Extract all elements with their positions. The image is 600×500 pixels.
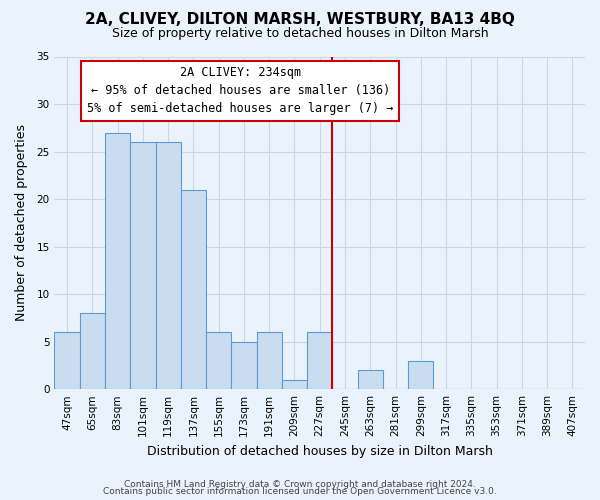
- Bar: [408, 360, 433, 389]
- Y-axis label: Number of detached properties: Number of detached properties: [15, 124, 28, 322]
- Bar: [257, 332, 282, 389]
- Bar: [130, 142, 155, 389]
- Text: Size of property relative to detached houses in Dilton Marsh: Size of property relative to detached ho…: [112, 28, 488, 40]
- Bar: [155, 142, 181, 389]
- X-axis label: Distribution of detached houses by size in Dilton Marsh: Distribution of detached houses by size …: [147, 444, 493, 458]
- Bar: [231, 342, 257, 389]
- Bar: [307, 332, 332, 389]
- Bar: [105, 132, 130, 389]
- Text: Contains HM Land Registry data © Crown copyright and database right 2024.: Contains HM Land Registry data © Crown c…: [124, 480, 476, 489]
- Bar: [282, 380, 307, 389]
- Bar: [80, 313, 105, 389]
- Text: 2A, CLIVEY, DILTON MARSH, WESTBURY, BA13 4BQ: 2A, CLIVEY, DILTON MARSH, WESTBURY, BA13…: [85, 12, 515, 28]
- Text: Contains public sector information licensed under the Open Government Licence v3: Contains public sector information licen…: [103, 487, 497, 496]
- Text: 2A CLIVEY: 234sqm
← 95% of detached houses are smaller (136)
5% of semi-detached: 2A CLIVEY: 234sqm ← 95% of detached hous…: [87, 66, 394, 116]
- Bar: [55, 332, 80, 389]
- Bar: [206, 332, 231, 389]
- Bar: [358, 370, 383, 389]
- Bar: [181, 190, 206, 389]
